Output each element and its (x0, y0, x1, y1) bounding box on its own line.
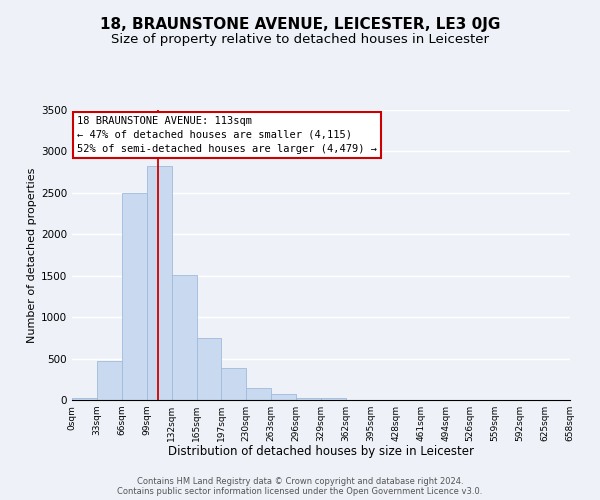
Bar (271, 394, 296, 400)
Text: Contains HM Land Registry data © Crown copyright and database right 2024.: Contains HM Land Registry data © Crown c… (137, 477, 463, 486)
Y-axis label: Number of detached properties: Number of detached properties (27, 168, 37, 342)
Bar (321, 398, 346, 400)
Bar (72, 398, 97, 400)
Bar (147, 166, 172, 400)
Bar (97, 361, 122, 400)
Text: Size of property relative to detached houses in Leicester: Size of property relative to detached ho… (111, 32, 489, 46)
Text: Contains public sector information licensed under the Open Government Licence v3: Contains public sector information licen… (118, 487, 482, 496)
Text: 18 BRAUNSTONE AVENUE: 113sqm
← 47% of detached houses are smaller (4,115)
52% of: 18 BRAUNSTONE AVENUE: 113sqm ← 47% of de… (77, 116, 377, 154)
Bar (296, 398, 321, 400)
Bar (197, 338, 221, 400)
Bar (172, 275, 197, 400)
Bar (122, 193, 147, 400)
Text: 18, BRAUNSTONE AVENUE, LEICESTER, LE3 0JG: 18, BRAUNSTONE AVENUE, LEICESTER, LE3 0J… (100, 18, 500, 32)
X-axis label: Distribution of detached houses by size in Leicester: Distribution of detached houses by size … (168, 446, 474, 458)
Bar (246, 388, 271, 400)
Bar (221, 368, 246, 400)
